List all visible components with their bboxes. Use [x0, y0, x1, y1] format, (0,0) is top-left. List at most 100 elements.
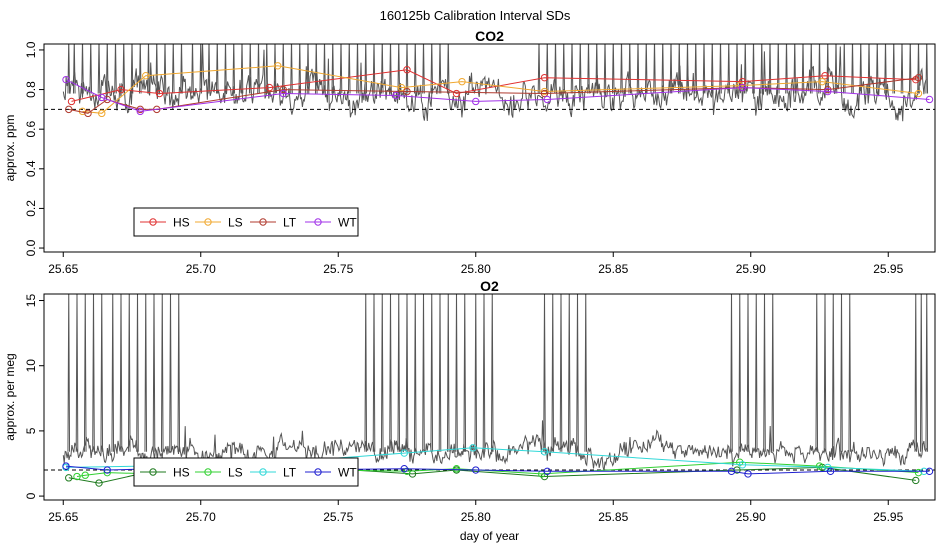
trace-spike — [801, 44, 805, 94]
trace-spike — [567, 294, 571, 452]
trace-spike — [397, 294, 401, 452]
data-point — [914, 89, 923, 98]
trace-spike — [908, 44, 912, 94]
trace-spike — [840, 294, 843, 452]
plot-area — [44, 44, 935, 122]
trace-spike — [413, 44, 417, 94]
figure-title: 160125b Calibration Interval SDs — [379, 8, 571, 23]
data-point — [400, 449, 408, 457]
trace-spike — [576, 294, 579, 452]
legend-label: LT — [283, 466, 297, 480]
y-axis-label: approx. ppm — [3, 115, 17, 182]
data-point — [103, 466, 111, 474]
panel-title: O2 — [480, 278, 499, 294]
y-tick-label: 10 — [24, 359, 38, 373]
trace-spike — [92, 294, 95, 452]
x-tick-label: 25.75 — [323, 262, 353, 276]
legend-swatch-marker — [149, 468, 157, 476]
trace-spike — [331, 44, 335, 94]
data-point — [469, 444, 477, 452]
x-tick-label: 25.80 — [461, 262, 491, 276]
trace-spike — [545, 44, 549, 94]
x-tick-label: 25.95 — [873, 510, 903, 524]
trace-spike — [763, 294, 766, 452]
data-point — [540, 448, 549, 456]
trace-spike — [105, 44, 109, 94]
legend-label: HS — [173, 216, 190, 230]
trace-spike — [785, 44, 788, 94]
trace-spike — [859, 44, 863, 94]
trace-spike — [562, 44, 566, 94]
trace-spike — [389, 294, 392, 452]
trace-spike — [925, 44, 929, 94]
y-tick-label: 0 — [24, 492, 38, 499]
y-tick-label: 0.0 — [24, 239, 38, 256]
x-tick-label: 25.85 — [598, 262, 628, 276]
trace-spike — [191, 44, 194, 94]
x-tick-label: 25.65 — [48, 262, 78, 276]
trace-spike — [347, 44, 351, 94]
legend-swatch-marker — [259, 218, 267, 226]
trace-spike — [677, 44, 681, 94]
x-tick-label: 25.85 — [598, 510, 628, 524]
legend-label: LS — [228, 216, 243, 230]
y-tick-label: 0.8 — [24, 81, 38, 98]
trace-spike — [628, 44, 632, 94]
trace-spike — [224, 44, 227, 94]
trace-spike — [438, 294, 442, 452]
data-point — [117, 85, 125, 94]
data-point — [925, 95, 934, 104]
trace-spike — [122, 44, 126, 94]
data-point — [67, 97, 76, 106]
data-point — [62, 462, 70, 470]
data-point — [103, 468, 111, 477]
legend-swatch-marker — [314, 218, 322, 226]
trace-spike — [397, 44, 401, 94]
trace-spike — [644, 44, 648, 94]
trace-spike — [584, 294, 588, 452]
data-point — [543, 95, 551, 104]
trace-spike — [455, 294, 458, 452]
legend-label: WT — [338, 466, 357, 480]
trace-spike — [719, 44, 722, 94]
trace-spike — [380, 44, 384, 94]
trace-spike — [842, 44, 846, 94]
trace-spike — [867, 44, 871, 94]
panel-co2: CO2 approx. ppm 25.65 25.70 25.75 25.80 25.85 2… — [3, 28, 936, 276]
legend-swatch-marker — [149, 218, 157, 226]
y-tick-label: 0.6 — [24, 121, 38, 138]
trace-spike — [364, 44, 368, 94]
trace-spike — [578, 44, 582, 94]
trace-spike — [177, 294, 181, 452]
data-point — [65, 474, 73, 482]
trace-spike — [67, 44, 71, 94]
trace-spike — [306, 44, 310, 94]
trace-spike — [215, 44, 219, 94]
trace-spike — [686, 44, 689, 94]
trace-spike — [380, 294, 384, 452]
data-point — [403, 87, 411, 96]
data-point — [912, 476, 920, 485]
trace-spike — [653, 44, 656, 94]
trace-spike — [298, 44, 302, 94]
trace-spike — [831, 294, 835, 452]
data-point — [65, 105, 73, 114]
trace-spike — [356, 44, 359, 94]
data-point — [914, 73, 923, 82]
data-point — [403, 66, 411, 74]
data-point — [925, 467, 934, 476]
trace-spike — [754, 294, 758, 452]
data-point — [738, 461, 747, 469]
x-tick-label: 25.70 — [186, 510, 216, 524]
trace-spike — [875, 44, 879, 94]
data-point — [397, 83, 406, 92]
legend-swatch-marker — [314, 468, 322, 476]
trace-spike — [152, 294, 156, 452]
y-tick-label: 0.4 — [24, 160, 38, 177]
trace-spike — [636, 44, 640, 94]
trace-spike — [815, 294, 819, 452]
x-tick-label: 25.75 — [323, 510, 353, 524]
trace-spike — [240, 44, 244, 94]
trace-spike — [389, 44, 392, 94]
